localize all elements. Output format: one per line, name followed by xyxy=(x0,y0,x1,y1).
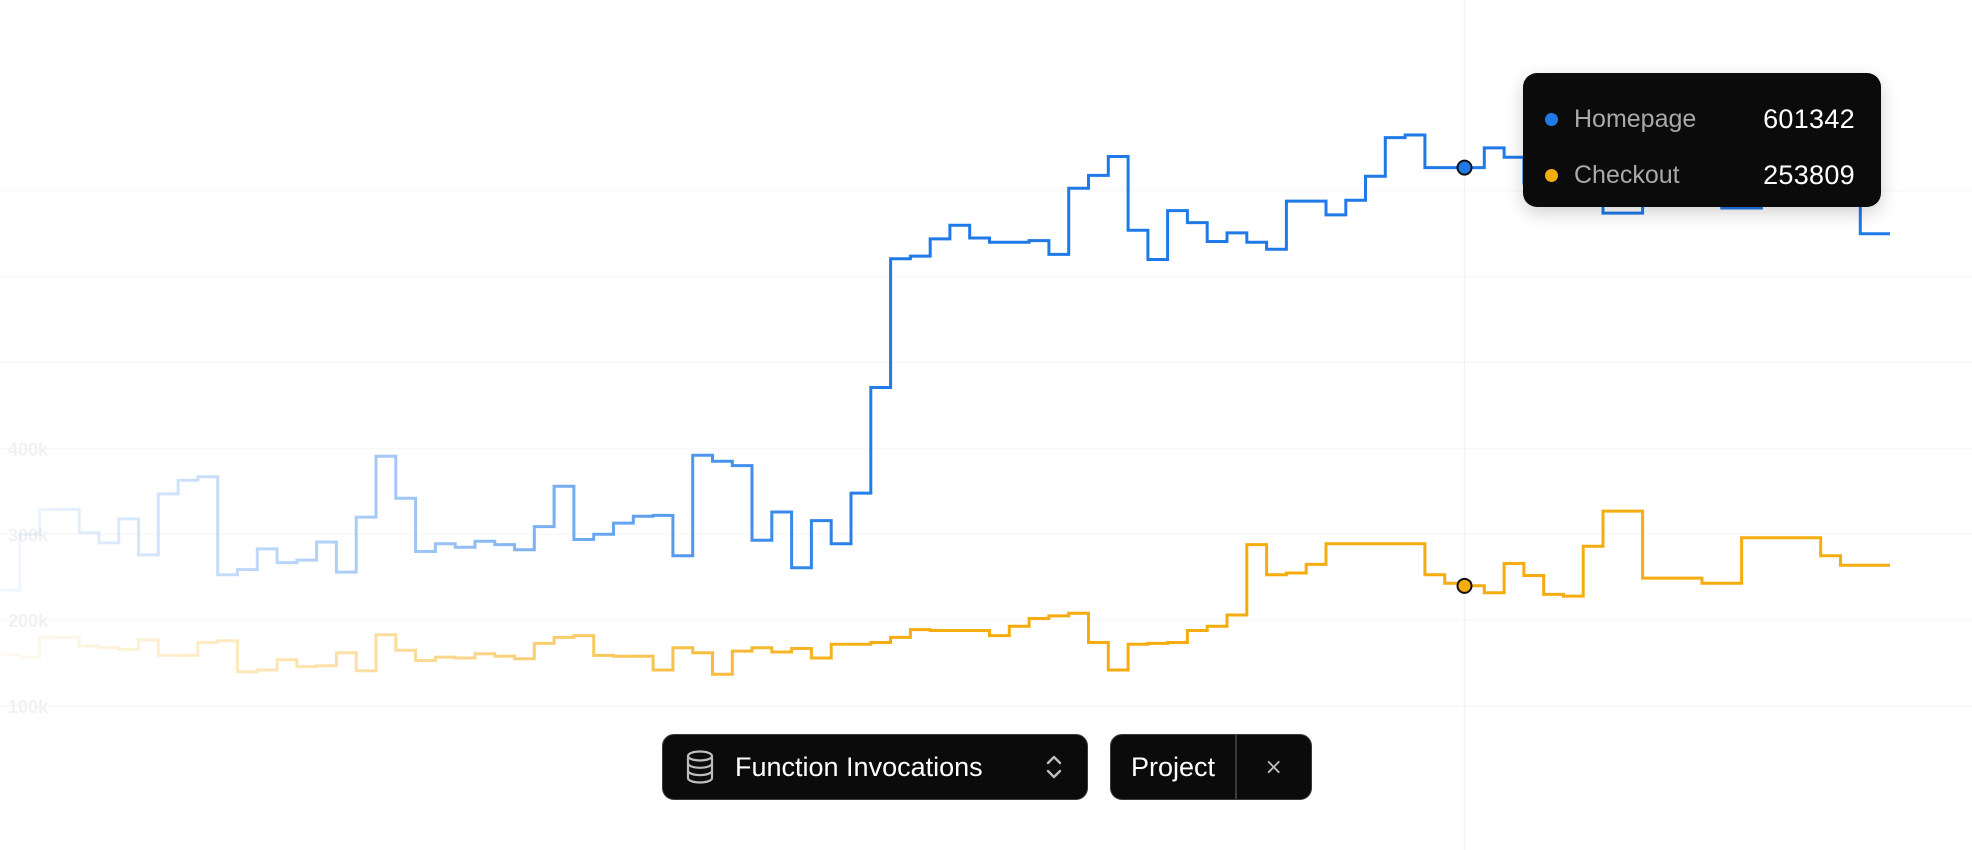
metric-select-label: Function Invocations xyxy=(735,751,983,782)
hover-marker-homepage xyxy=(1456,159,1473,176)
chip-divider xyxy=(1235,735,1237,799)
project-filter-chip: Project × xyxy=(1110,734,1312,800)
tooltip-row-homepage: Homepage 601342 xyxy=(1545,91,1855,147)
chevron-up-down-icon xyxy=(1046,755,1062,779)
chart-tooltip: Homepage 601342 Checkout 253809 xyxy=(1523,73,1881,207)
tooltip-row-checkout: Checkout 253809 xyxy=(1545,147,1855,203)
y-tick-label: 100k xyxy=(8,697,49,717)
database-icon xyxy=(686,750,714,784)
tooltip-series-name: Checkout xyxy=(1574,160,1680,189)
tooltip-series-name: Homepage xyxy=(1574,104,1697,133)
hover-markers xyxy=(1456,159,1473,594)
y-tick-label: 200k xyxy=(8,611,49,631)
project-filter-label[interactable]: Project xyxy=(1131,751,1216,782)
close-icon[interactable]: × xyxy=(1264,754,1283,780)
homepage-dot-icon xyxy=(1545,112,1558,126)
hover-marker-checkout xyxy=(1456,577,1473,594)
series-line-checkout xyxy=(0,509,1890,676)
grid xyxy=(0,190,1972,707)
tooltip-series-value: 601342 xyxy=(1763,103,1855,134)
y-tick-label: 400k xyxy=(8,439,49,459)
checkout-dot-icon xyxy=(1545,168,1558,182)
series-lines xyxy=(0,133,1890,676)
tooltip-series-value: 253809 xyxy=(1763,159,1855,190)
metric-select[interactable]: Function Invocations xyxy=(662,734,1088,800)
chart-controls: Function Invocations Project × xyxy=(662,734,1312,802)
